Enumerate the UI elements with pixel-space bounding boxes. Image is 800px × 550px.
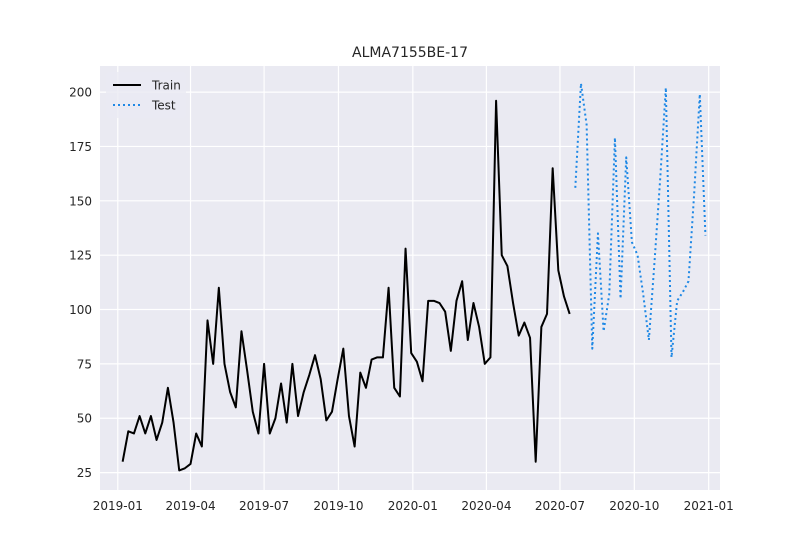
tick-labels: 2019-01 2019-04 2019-07 2019-10 2020-01 2020-… [69,86,734,513]
y-tick-label: 25 [77,466,92,480]
y-tick-label: 50 [77,412,92,426]
x-tick-label: 2020-07 [535,499,585,513]
y-tick-label: 75 [77,357,92,371]
y-tick-label: 150 [69,194,92,208]
y-tick-label: 200 [69,86,92,100]
x-tick-label: 2019-07 [239,499,289,513]
legend-label-train: Train [151,79,181,93]
x-tick-label: 2021-01 [684,499,734,513]
x-tick-label: 2020-04 [461,499,511,513]
x-tick-label: 2020-10 [609,499,659,513]
x-tick-label: 2019-01 [93,499,143,513]
legend: Train Test [106,72,186,118]
x-tick-label: 2019-04 [165,499,215,513]
series-line-train [121,99,571,472]
y-tick-label: 125 [69,249,92,263]
legend-box [106,72,186,118]
chart-title: ALMA7155BE-17 [352,45,468,61]
y-tick-label: 175 [69,140,92,154]
series-lines [121,82,707,472]
x-tick-label: 2019-10 [313,499,363,513]
legend-label-test: Test [151,99,176,113]
series-line-test [574,82,707,359]
x-tick-label: 2020-01 [388,499,438,513]
y-tick-label: 100 [69,303,92,317]
plot-background [100,66,720,490]
